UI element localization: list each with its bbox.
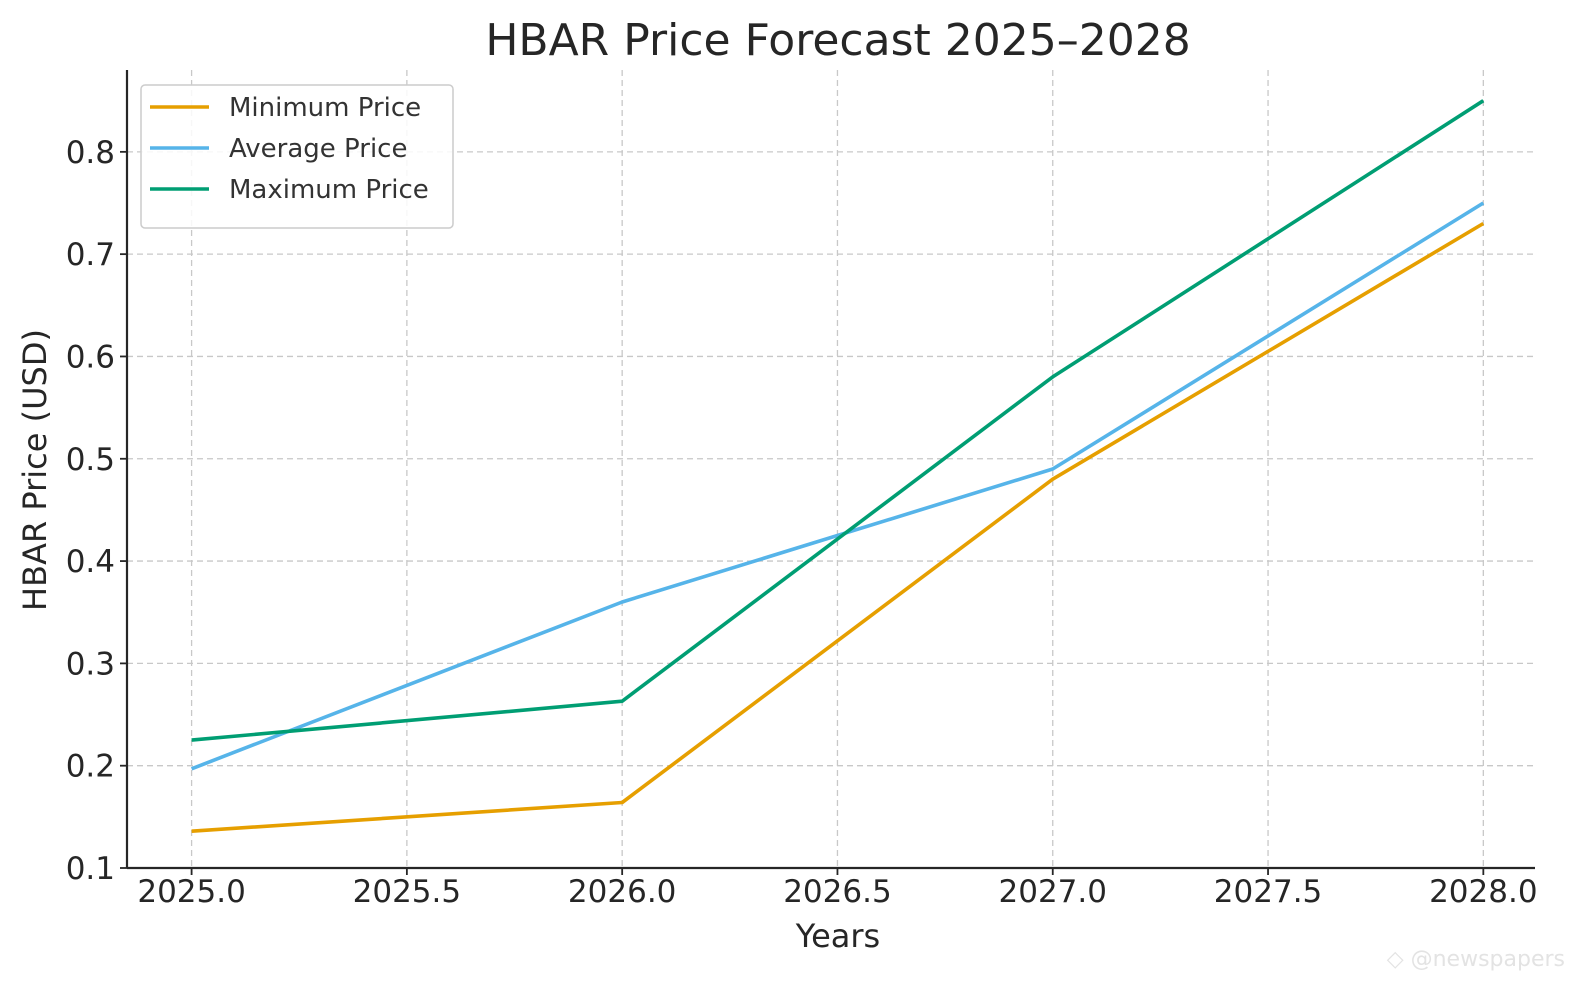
y-axis-label: HBAR Price (USD) <box>16 329 54 611</box>
x-tick-label: 2027.0 <box>999 874 1107 910</box>
legend-label-minimum-price: Minimum Price <box>229 93 421 123</box>
series-layer <box>190 99 1485 833</box>
y-tick-label: 0.7 <box>66 237 115 273</box>
legend-label-maximum-price: Maximum Price <box>229 175 429 205</box>
x-tick-label: 2026.0 <box>568 874 676 910</box>
series-line-average-price <box>190 201 1485 771</box>
y-tick-label: 0.2 <box>66 749 115 785</box>
legend: Minimum Price Average Price Maximum Price <box>140 84 454 229</box>
watermark-icon: ◇ <box>1386 947 1411 972</box>
y-tick-label: 0.5 <box>66 442 115 478</box>
x-tick-label: 2028.0 <box>1429 874 1537 910</box>
grid-layer <box>127 70 1535 868</box>
y-tick-label: 0.8 <box>66 135 115 171</box>
x-tick-label: 2025.0 <box>137 874 245 910</box>
watermark: ◇ @newspapers <box>1387 947 1565 972</box>
y-tick-label: 0.6 <box>66 339 115 375</box>
y-tick-label: 0.4 <box>66 544 115 580</box>
legend-box <box>140 84 454 229</box>
y-tick-label: 0.1 <box>66 851 115 887</box>
x-tick-label: 2026.5 <box>783 874 891 910</box>
legend-label-average-price: Average Price <box>229 134 407 164</box>
series-line-maximum-price <box>191 99 1485 742</box>
y-tick-label: 0.3 <box>66 646 115 682</box>
series-line-minimum-price <box>191 221 1485 833</box>
ticks-layer: 2025.0 2025.5 2026.0 2026.5 2027.0 2027.5 2028… <box>66 135 1538 910</box>
axes-layer <box>125 70 1535 870</box>
x-tick-label: 2025.5 <box>353 874 461 910</box>
chart-title: HBAR Price Forecast 2025–2028 <box>485 15 1190 66</box>
watermark-text: @newspapers <box>1410 947 1565 972</box>
x-axis-label: Years <box>795 917 880 955</box>
x-tick-label: 2027.5 <box>1214 874 1322 910</box>
